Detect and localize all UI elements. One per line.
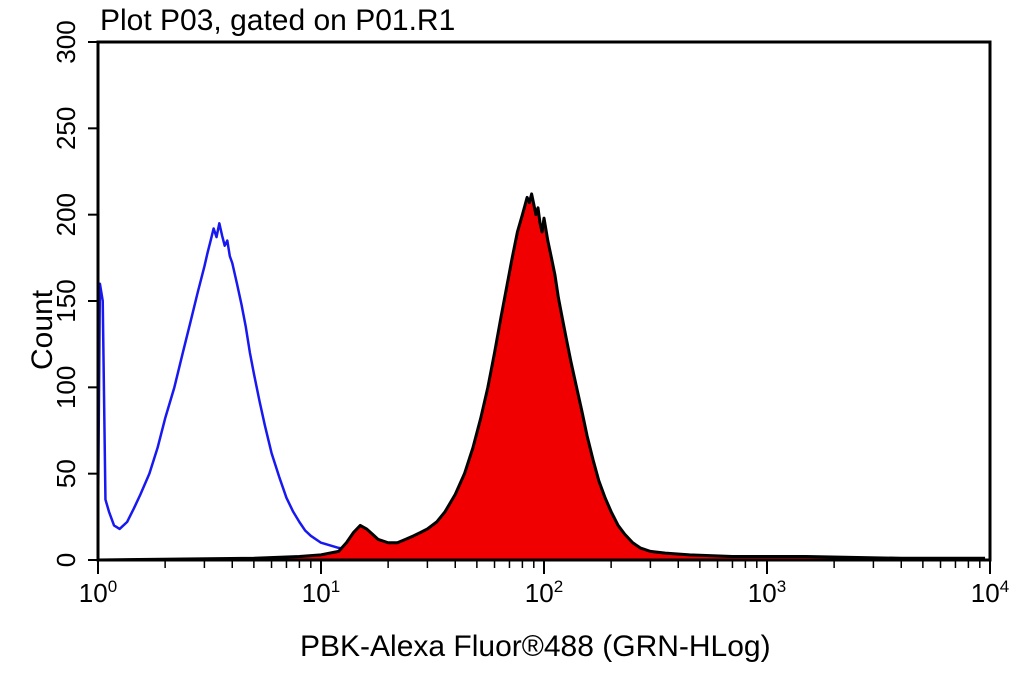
svg-text:150: 150	[51, 279, 81, 322]
svg-text:250: 250	[51, 107, 81, 150]
chart-svg: 0 50 100 150 200 250 300 100 101 102 103 104	[0, 0, 1014, 680]
svg-text:0: 0	[51, 553, 81, 567]
svg-text:104: 104	[971, 577, 1009, 608]
flow-cytometry-histogram: Plot P03, gated on P01.R1 Count PBK-Alex…	[0, 0, 1014, 680]
svg-text:50: 50	[51, 459, 81, 488]
svg-text:103: 103	[748, 577, 786, 608]
svg-text:300: 300	[51, 20, 81, 63]
svg-text:200: 200	[51, 193, 81, 236]
svg-text:102: 102	[525, 577, 563, 608]
svg-text:101: 101	[302, 577, 340, 608]
svg-text:100: 100	[79, 577, 117, 608]
svg-text:100: 100	[51, 366, 81, 409]
